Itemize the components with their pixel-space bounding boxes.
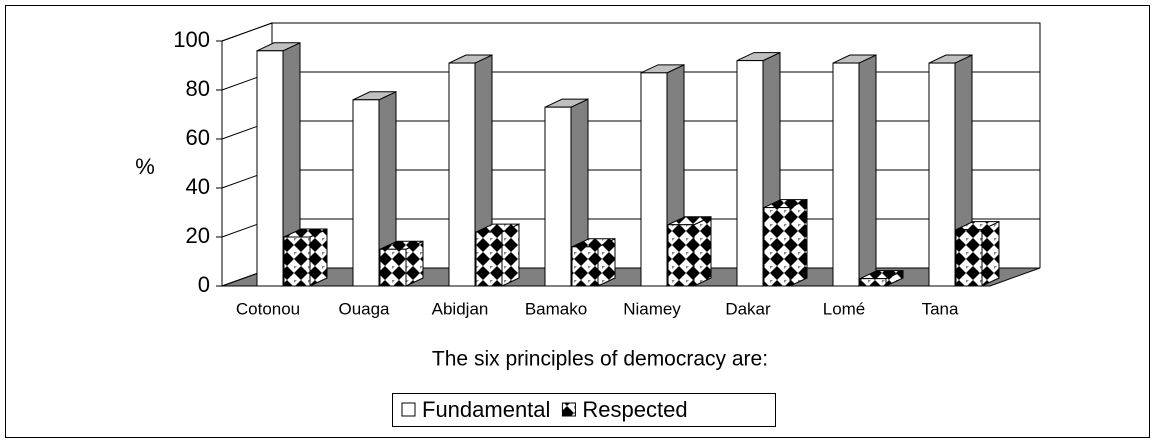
bar-side [501,223,520,287]
bar-front [859,278,887,287]
bar-front [640,72,668,287]
bar-front [736,60,764,287]
x-tick-label: Bamako [525,299,587,318]
y-tick-label: 40 [186,174,210,199]
x-tick-label: Tana [922,299,959,318]
x-tick-label: Cotonou [236,299,300,318]
x-tick-label: Ouaga [338,299,390,318]
y-tick-label: 60 [186,125,210,150]
bar [379,240,424,287]
bar [667,215,712,287]
bar-side [981,220,1000,287]
x-tick-label: Niamey [623,299,681,318]
bar-front [256,50,284,287]
legend-swatch [561,402,576,417]
bar-front [928,62,956,287]
bar-front [832,62,860,287]
bar-front [352,99,380,287]
bar-front [379,248,407,287]
bar-side [858,54,877,287]
bar-front [283,236,311,287]
bar-front [955,229,983,287]
y-tick-label: 20 [186,223,210,248]
floor [221,267,1041,287]
x-axis-label: The six principles of democracy are: [432,348,768,371]
legend-label: Fundamental [422,397,550,422]
bar [763,198,808,287]
bar-side [693,215,712,287]
bar [475,223,520,287]
legend-swatch [401,402,416,417]
bar [571,238,616,287]
bar [736,51,781,287]
bar-front [763,207,791,287]
bar-side [309,228,328,287]
y-axis-label: % [135,154,155,179]
bar-front [448,62,476,287]
bar-front [667,224,695,287]
y-tick-label: 100 [173,27,210,52]
bar [544,98,589,287]
legend: Fundamental Respected [392,393,776,427]
x-tick-label: Dakar [725,299,771,318]
bar-front [475,231,503,287]
grid-line [221,22,273,42]
bar [832,54,877,287]
bar-side [789,198,808,287]
legend-label: Respected [582,397,687,422]
x-tick-label: Abidjan [432,299,489,318]
bar [955,220,1000,287]
bar [283,228,328,287]
x-tick-label: Lomé [823,299,866,318]
bar [352,91,397,287]
bar-front [544,106,572,287]
y-tick-label: 0 [198,272,210,297]
y-tick-label: 80 [186,76,210,101]
bar-front [571,246,599,287]
bar [256,42,301,287]
bar [859,269,904,287]
legend-box [392,393,776,427]
